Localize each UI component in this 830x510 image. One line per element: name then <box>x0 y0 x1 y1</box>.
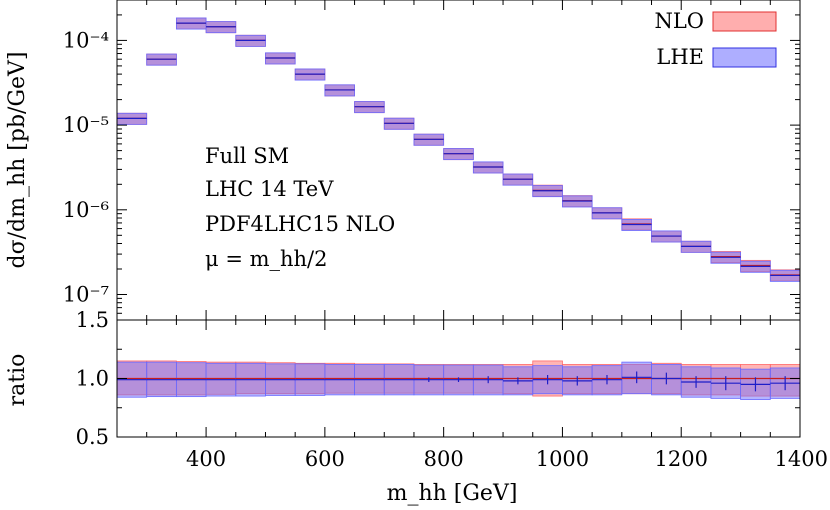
ratio-x-ticks: 400 600 800 1000 1200 1400 <box>146 320 828 471</box>
legend-label-nlo: NLO <box>654 9 704 33</box>
ratio-x-tick-label: 400 <box>186 447 226 471</box>
annotation-line-4: μ = m_hh/2 <box>205 247 328 271</box>
main-y-tick-label: 10⁻⁵ <box>63 113 109 137</box>
ratio-central-lines <box>117 371 800 392</box>
main-y-ticks: 10⁻⁴ 10⁻⁵ 10⁻⁶ 10⁻⁷ <box>63 0 801 321</box>
ratio-x-tick-label: 1200 <box>654 447 707 471</box>
legend: NLO LHE <box>654 9 777 69</box>
legend-swatch-nlo <box>712 11 777 32</box>
ratio-y-axis-label: ratio <box>5 354 30 407</box>
ratio-x-tick-label: 1000 <box>536 447 589 471</box>
main-central-lines <box>117 22 800 277</box>
ratio-x-tick-label: 600 <box>305 447 345 471</box>
main-y-tick-label: 10⁻⁶ <box>63 198 109 222</box>
annotation-line-1: Full SM <box>205 144 289 168</box>
ratio-x-tick-label: 1400 <box>775 447 828 471</box>
main-y-tick-label: 10⁻⁷ <box>63 283 109 307</box>
annotation-line-3: PDF4LHC15 NLO <box>205 212 395 236</box>
ratio-panel: 0.5 1.0 1.5 400 600 800 1000 1200 1400 ratio m_… <box>5 308 828 506</box>
main-y-axis-label: dσ/dm_hh [pb/GeV] <box>5 51 30 268</box>
main-panel: 10⁻⁴ 10⁻⁵ 10⁻⁶ 10⁻⁷ dσ/dm_hh [pb/GeV] Full … <box>5 0 801 321</box>
ratio-y-ticks: 0.5 1.0 1.5 <box>76 308 800 449</box>
annotation-block: Full SM LHC 14 TeV PDF4LHC15 NLO μ = m_h… <box>205 144 395 271</box>
main-y-tick-label: 10⁻⁴ <box>63 28 109 52</box>
annotation-line-2: LHC 14 TeV <box>205 177 334 201</box>
ratio-y-tick-label: 0.5 <box>76 425 109 449</box>
ratio-x-tick-label: 800 <box>424 447 464 471</box>
ratio-y-tick-label: 1.0 <box>76 367 109 391</box>
x-axis-label: m_hh [GeV] <box>387 481 518 506</box>
legend-label-lhe: LHE <box>656 45 704 69</box>
ratio-y-tick-label: 1.5 <box>76 308 109 332</box>
legend-swatch-lhe <box>712 47 777 68</box>
